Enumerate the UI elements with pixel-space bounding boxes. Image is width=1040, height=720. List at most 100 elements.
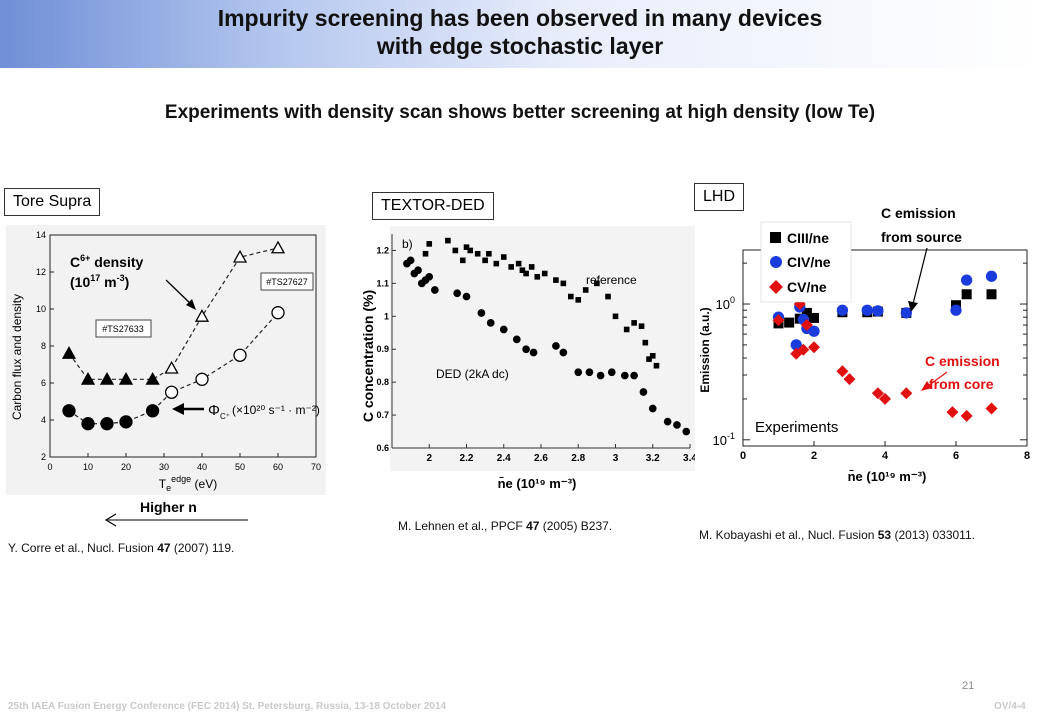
data-point: [474, 250, 481, 257]
data-point: [500, 254, 507, 260]
annotation-pointer-head: [186, 299, 196, 310]
data-point-circle: [836, 304, 849, 316]
data-point: [164, 360, 179, 374]
data-point: [118, 371, 134, 385]
data-point: [445, 237, 451, 244]
page-number: 21: [962, 680, 975, 692]
data-point: [575, 297, 582, 303]
data-point-circle: [900, 307, 912, 319]
x-tick-label: 3: [613, 453, 619, 464]
data-point: [426, 241, 433, 247]
data-point: [62, 404, 76, 418]
data-point: [541, 270, 548, 277]
source-annotation-1: C emission: [881, 205, 956, 221]
data-point: [81, 417, 95, 431]
data-point: [512, 335, 521, 344]
data-point: [508, 264, 514, 270]
c6-units-annotation: (1017 m-3): [70, 273, 129, 290]
textor-chart: 2 2.2 2.4 2.6 2.8 3 3.2 3.40.60.70.80.911.11.2 …: [360, 226, 695, 491]
data-point: [663, 417, 672, 426]
data-point: [612, 313, 619, 320]
data-point: [232, 249, 248, 263]
data-point: [493, 260, 500, 267]
source-pointer-head: [908, 301, 918, 312]
title-line-2: with edge stochastic layer: [376, 33, 664, 59]
slide-subtitle: Experiments with density scan shows bett…: [164, 102, 876, 123]
data-point-diamond: [946, 406, 959, 419]
data-point: [522, 345, 530, 354]
y-tick-label: 10-1: [713, 431, 735, 448]
data-point: [534, 274, 541, 280]
data-point: [649, 353, 656, 359]
data-point-diamond: [790, 347, 803, 360]
y-tick-label: 0.7: [376, 410, 389, 420]
ref-authors: M. Kobayashi et al., Nucl. Fusion: [699, 528, 878, 542]
data-point-square: [809, 312, 819, 323]
x-tick-label: 50: [235, 462, 245, 472]
ref-authors: M. Lehnen et al., PPCF: [398, 519, 527, 533]
x-tick-label: 6: [953, 450, 959, 462]
data-point: [682, 427, 691, 436]
data-point: [477, 309, 486, 317]
data-point: [582, 287, 589, 293]
annot-units-3: ): [125, 274, 130, 290]
x-tick-label: 2.6: [534, 453, 548, 464]
legend-ciii-marker: [770, 232, 781, 243]
y-tick-label: 10: [36, 304, 46, 314]
data-point: [559, 348, 568, 357]
data-point: [195, 372, 209, 386]
data-point: [459, 257, 466, 264]
data-point-square: [784, 317, 795, 328]
data-point-square: [986, 289, 997, 300]
y-tick-label: 12: [36, 267, 46, 277]
annot-c-sup: 6+: [80, 253, 90, 263]
data-point: [145, 404, 160, 418]
data-point: [452, 247, 459, 254]
data-point: [529, 348, 538, 357]
ref-volume: 47: [526, 519, 540, 533]
y-tick-label: 4: [41, 415, 46, 425]
triangle-series-line: [68, 247, 279, 380]
x-tick-label: 2: [811, 450, 817, 462]
data-point: [430, 286, 439, 294]
y-tick-label: 2: [41, 452, 46, 462]
data-point: [270, 240, 286, 254]
x-axis-label: n̄e (10¹⁹ m⁻³): [498, 476, 577, 491]
data-point-diamond: [808, 341, 820, 354]
experiments-label: Experiments: [755, 419, 838, 436]
data-point: [425, 272, 434, 281]
legend-cv-marker: [769, 280, 783, 294]
data-point: [523, 270, 529, 277]
data-point-circle: [960, 274, 973, 286]
shot-27633-label: #TS27633: [102, 324, 144, 334]
y-tick-label: 0.9: [376, 344, 389, 354]
shot-box-27633: [95, 319, 152, 338]
x-tick-label: 2.4: [497, 453, 511, 464]
lhd-reference: M. Kobayashi et al., Nucl. Fusion 53 (20…: [699, 528, 975, 542]
data-point: [119, 415, 133, 429]
tore-supra-label: Tore Supra: [4, 188, 101, 216]
y-tick-label: 0.6: [376, 443, 389, 453]
data-point: [100, 417, 114, 431]
x-tick-label: 70: [311, 462, 321, 472]
data-point: [552, 342, 560, 350]
data-point: [631, 320, 637, 326]
data-point-diamond: [797, 343, 810, 356]
data-point-square: [961, 289, 972, 300]
data-point-diamond: [879, 392, 891, 405]
slide-title: Impurity screening has been observed in …: [0, 4, 1040, 60]
data-point-circle: [950, 304, 962, 316]
data-point: [568, 293, 574, 300]
core-pointer-head: [921, 381, 932, 391]
data-point-circle: [808, 325, 820, 337]
legend-civ-marker: [770, 256, 782, 268]
flux-sub: C⁺: [220, 412, 230, 421]
core-annotation-1: C emission: [925, 353, 1000, 369]
y-tick-label: 8: [41, 341, 46, 351]
data-point: [620, 371, 629, 380]
ref-volume: 53: [877, 528, 892, 542]
data-point: [519, 267, 526, 274]
y-tick-label: 1: [384, 311, 389, 321]
flux-units: (×10²⁰ s⁻¹ · m⁻²): [232, 403, 320, 417]
